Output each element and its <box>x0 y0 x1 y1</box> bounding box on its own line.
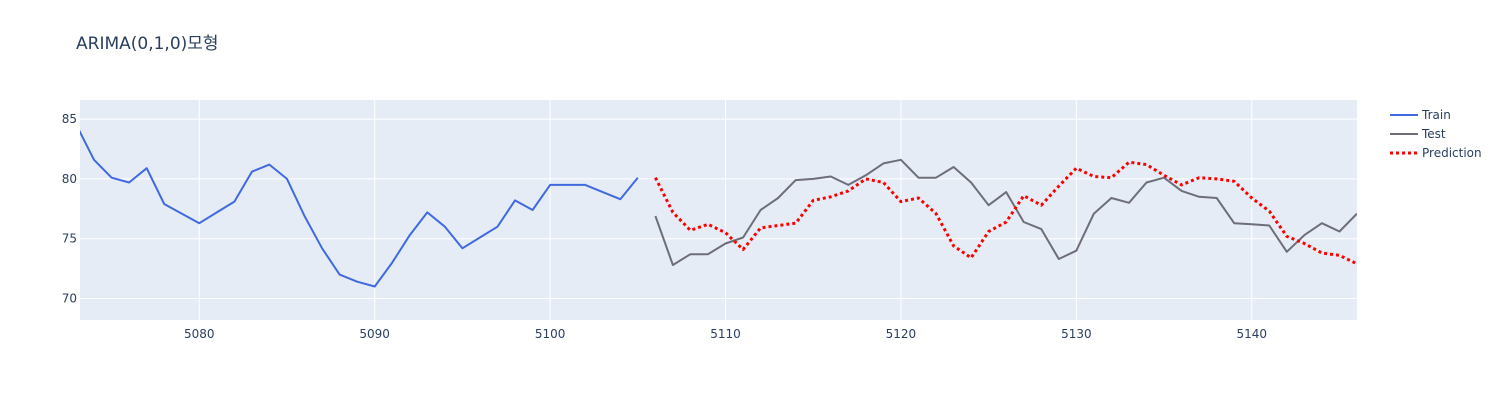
x-tick-label: 5080 <box>184 327 215 341</box>
plot-area <box>80 100 1357 320</box>
legend-label[interactable]: Train <box>1421 108 1451 122</box>
grid-lines <box>80 100 1357 320</box>
y-tick-label: 70 <box>62 291 77 305</box>
legend[interactable]: Train Test Prediction <box>1390 108 1482 160</box>
y-tick-label: 75 <box>62 232 77 246</box>
legend-label[interactable]: Prediction <box>1422 146 1482 160</box>
x-tick-label: 5120 <box>886 327 917 341</box>
series-line-test <box>654 158 1357 266</box>
axis-ticks: 5080 5090 5100 5110 5120 5130 5140 70 75 80 85 <box>62 112 1267 341</box>
chart-title: ARIMA(0,1,0)모형 <box>76 34 219 54</box>
legend-label[interactable]: Test <box>1421 127 1446 141</box>
series-line-prediction <box>654 160 1357 266</box>
x-tick-label: 5130 <box>1061 327 1092 341</box>
y-tick-label: 80 <box>62 172 77 186</box>
series-lines <box>80 129 1357 288</box>
x-tick-label: 5110 <box>710 327 741 341</box>
y-tick-label: 85 <box>62 112 77 126</box>
x-tick-label: 5090 <box>359 327 390 341</box>
series-line-train <box>80 129 639 288</box>
x-tick-label: 5140 <box>1236 327 1267 341</box>
x-tick-label: 5100 <box>535 327 566 341</box>
